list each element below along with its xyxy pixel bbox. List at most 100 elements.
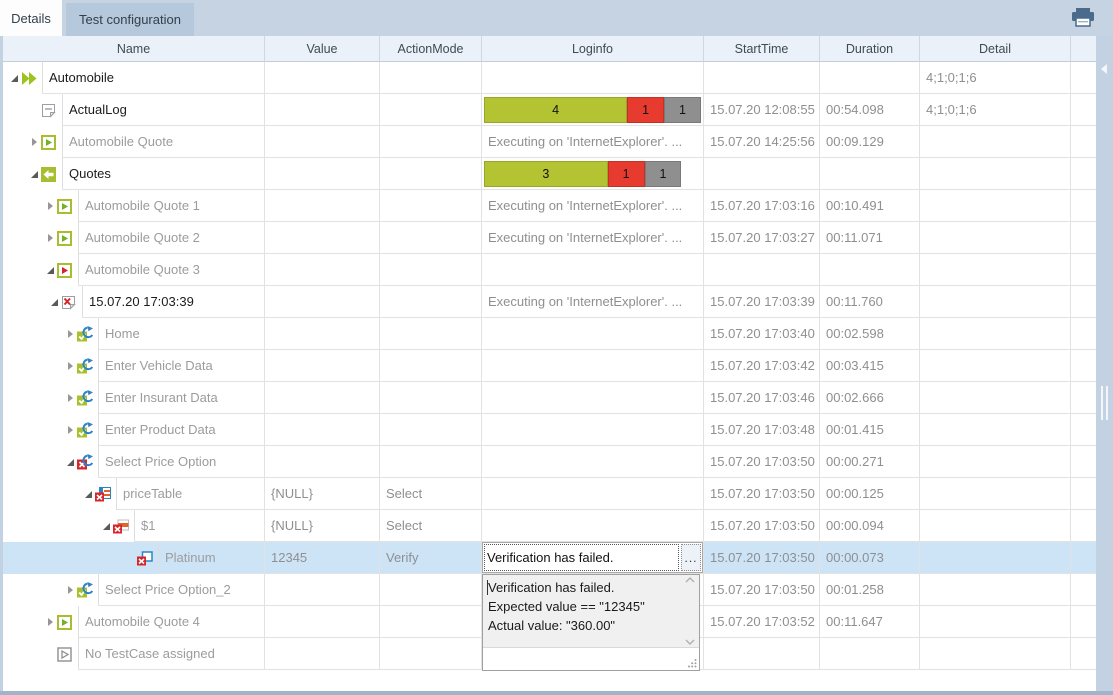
starttime-cell: 15.07.20 17:03:50 [704,478,820,510]
starttime-cell: 15.07.20 17:03:40 [704,318,820,350]
actionmode-cell [380,414,482,446]
loginfo-editor[interactable]: Verification has failed.... [482,542,703,573]
expander-expanded-icon[interactable] [47,286,61,318]
name-cell[interactable]: ActualLog [3,94,265,126]
expander-collapsed-icon[interactable] [43,222,57,254]
column-header-starttime[interactable]: StartTime [704,36,820,62]
name-cell[interactable]: $1 [3,510,265,542]
row-name: priceTable [116,478,264,510]
name-cell[interactable]: Enter Insurant Data [3,382,265,414]
name-cell[interactable]: Select Price Option [3,446,265,478]
detail-cell [920,350,1071,382]
duration-cell [820,254,920,286]
table-row[interactable]: ActualLog 4 1 1 15.07.20 12:08:55 00:54.098 4;… [3,94,1096,126]
tab-details[interactable]: Details [0,0,62,36]
expander-collapsed-icon[interactable] [63,414,77,446]
name-cell[interactable]: Enter Product Data [3,414,265,446]
expander-expanded-icon[interactable] [63,446,77,478]
column-header-value[interactable]: Value [265,36,380,62]
column-header-detail[interactable]: Detail [920,36,1071,62]
splitter-grip-icon[interactable] [1101,386,1108,420]
row-name: Select Price Option [98,446,264,478]
resize-grip-icon[interactable] [687,658,697,668]
table-row[interactable]: Enter Product Data 15.07.20 17:03:48 00:01… [3,414,1096,446]
actionmode-cell [380,382,482,414]
expander-expanded-icon[interactable] [99,510,113,542]
name-cell[interactable]: Automobile Quote 3 [3,254,265,286]
filler-cell [1071,222,1096,254]
table-row[interactable]: Platinum 12345 Verify Verification has fail… [3,542,1096,574]
name-cell[interactable]: Automobile Quote 4 [3,606,265,638]
duration-cell: 00:03.415 [820,350,920,382]
name-cell[interactable]: Enter Vehicle Data [3,350,265,382]
expander-collapsed-icon[interactable] [63,318,77,350]
table-row[interactable]: Enter Vehicle Data 15.07.20 17:03:42 00:03… [3,350,1096,382]
expander-collapsed-icon[interactable] [27,126,41,158]
expander-expanded-icon[interactable] [81,478,95,510]
duration-cell: 00:02.598 [820,318,920,350]
green-count-badge: 4 [484,96,628,123]
value-cell [265,62,380,94]
expander-expanded-icon[interactable] [7,62,21,94]
tree-indent [3,286,47,318]
name-cell[interactable]: Automobile [3,62,265,94]
table-row[interactable]: $1 {NULL} Select 15.07.20 17:03:50 00:00.094 [3,510,1096,542]
collapse-panel-icon[interactable] [1101,64,1107,74]
column-header-name[interactable]: Name [3,36,265,62]
table-row[interactable]: Home 15.07.20 17:03:40 00:02.598 [3,318,1096,350]
row-name: Automobile Quote 4 [78,606,264,638]
table-row[interactable]: 15.07.20 17:03:39 Executing on 'InternetE… [3,286,1096,318]
detail-cell [920,574,1071,606]
tab-test-configuration[interactable]: Test configuration [66,3,194,36]
table-row[interactable]: Automobile Quote 3 [3,254,1096,286]
table-row[interactable]: Automobile Quote 2 Executing on 'Internet… [3,222,1096,254]
actionmode-cell [380,446,482,478]
loginfo-editor-text[interactable]: Verification has failed. [483,543,680,572]
name-cell[interactable]: No TestCase assigned [3,638,265,670]
popup-scrollbar[interactable] [682,577,698,645]
name-cell[interactable]: 15.07.20 17:03:39 [3,286,265,318]
tree-indent [3,126,27,158]
expander-collapsed-icon[interactable] [43,190,57,222]
table-row[interactable]: Automobile Quote Executing on 'InternetEx… [3,126,1096,158]
expander-collapsed-icon[interactable] [63,350,77,382]
loginfo-ellipsis-button[interactable]: ... [681,544,701,571]
tree-indent [3,190,43,222]
name-cell[interactable]: Platinum [3,542,265,574]
expander-collapsed-icon[interactable] [43,606,57,638]
tc-green-icon [57,614,76,631]
table-row[interactable]: Select Price Option 15.07.20 17:03:50 00:0… [3,446,1096,478]
column-header-duration[interactable]: Duration [820,36,920,62]
row-name: Automobile [42,62,264,94]
column-header-actionmode[interactable]: ActionMode [380,36,482,62]
table-row[interactable]: priceTable {NULL} Select 15.07.20 17:03:50 0… [3,478,1096,510]
name-cell[interactable]: Automobile Quote 1 [3,190,265,222]
name-cell[interactable]: Home [3,318,265,350]
popup-line: Actual value: "360.00" [488,618,616,633]
table-row[interactable]: Enter Insurant Data 15.07.20 17:03:46 00:0… [3,382,1096,414]
duration-cell: 00:11.760 [820,286,920,318]
column-header-loginfo[interactable]: Loginfo [482,36,704,62]
name-cell[interactable]: Quotes [3,158,265,190]
print-icon[interactable] [1071,7,1095,29]
filler-cell [1071,254,1096,286]
tree-indent [3,414,63,446]
filler-cell [1071,510,1096,542]
loginfo-cell[interactable]: Verification has failed.... [482,542,704,574]
right-splitter[interactable] [1096,36,1113,691]
expander-collapsed-icon[interactable] [63,382,77,414]
name-cell[interactable]: priceTable [3,478,265,510]
name-cell[interactable]: Automobile Quote 2 [3,222,265,254]
loginfo-popup-text-area[interactable]: Verification has failed. Expected value … [483,575,699,647]
expander-expanded-icon[interactable] [43,254,57,286]
expander-collapsed-icon[interactable] [63,574,77,606]
loginfo-cell: Executing on 'InternetExplorer'. ... [482,126,704,158]
expander-expanded-icon[interactable] [27,158,41,190]
table-row[interactable]: Automobile 4;1;0;1;6 [3,62,1096,94]
name-cell[interactable]: Automobile Quote [3,126,265,158]
table-row[interactable]: Automobile Quote 1 Executing on 'Internet… [3,190,1096,222]
table-row[interactable]: Quotes 3 1 1 [3,158,1096,190]
duration-cell: 00:00.094 [820,510,920,542]
name-cell[interactable]: Select Price Option_2 [3,574,265,606]
detail-cell [920,222,1071,254]
